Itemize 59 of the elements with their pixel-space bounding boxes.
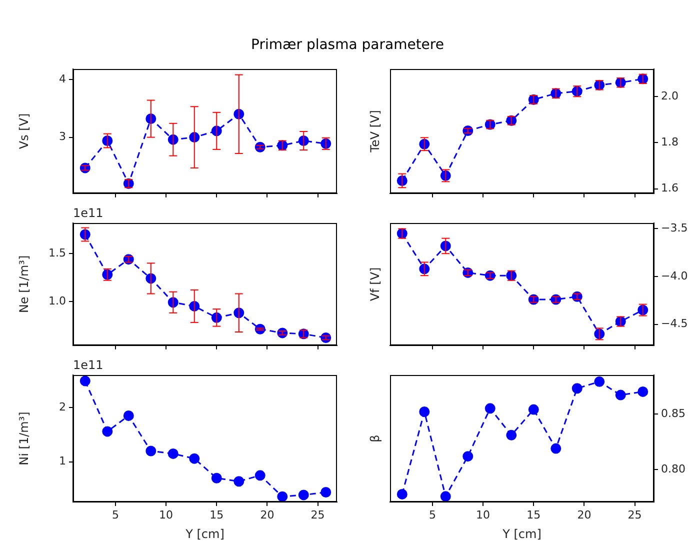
y-axis-title: TeV [V]	[368, 110, 382, 154]
y-tick-label: 2.0	[661, 90, 678, 103]
point	[168, 448, 178, 459]
x-tick-label: 15	[210, 508, 224, 522]
y-tick-label: 1.5	[48, 246, 66, 260]
point	[615, 390, 626, 400]
point	[320, 486, 332, 498]
y-axis-title: β	[368, 434, 382, 442]
point	[146, 446, 156, 456]
point	[277, 491, 288, 502]
y-tick-label: −4.5	[661, 317, 688, 330]
point	[234, 476, 244, 487]
point	[80, 376, 90, 386]
x-tick-label: 20	[260, 508, 274, 522]
y-tick-label: −4.0	[661, 269, 688, 282]
y-tick-label: 1	[59, 454, 66, 468]
point	[396, 488, 408, 500]
y-tick-label: 1.0	[48, 294, 66, 308]
point	[440, 491, 451, 502]
point	[102, 426, 113, 437]
x-tick-label: 25	[628, 508, 642, 522]
y-axis-title: Vs [V]	[17, 113, 32, 150]
chart-title: Primær plasma parametere	[250, 37, 445, 53]
y-tick-label: 0.80	[661, 462, 686, 476]
point	[211, 472, 222, 484]
point	[528, 404, 539, 415]
x-axis-title: Y [cm]	[184, 526, 224, 541]
y-tick-label: 1.8	[661, 136, 678, 149]
x-axis-title: Y [cm]	[502, 526, 542, 541]
point	[484, 403, 496, 414]
y-tick-label: 4	[59, 72, 66, 86]
text: 1e11	[73, 206, 104, 220]
x-tick-label: 5	[112, 508, 119, 522]
point	[419, 406, 430, 418]
text: 1e11	[73, 358, 104, 372]
x-tick-label: 10	[476, 508, 490, 522]
y-axis-title: Vf [V]	[368, 267, 382, 302]
point	[572, 383, 582, 394]
y-tick-label: 0.85	[661, 406, 686, 420]
y-tick-label: 1.6	[661, 182, 678, 195]
point	[506, 430, 517, 440]
point	[550, 443, 562, 454]
y-tick-label: 2	[59, 400, 66, 414]
point	[189, 453, 200, 464]
x-tick-label: 20	[577, 508, 592, 522]
x-tick-label: 25	[310, 508, 325, 522]
point	[594, 376, 605, 387]
point	[298, 490, 309, 500]
y-axis-title: Ne [1/m³]	[17, 255, 32, 314]
point	[254, 470, 266, 481]
x-tick-label: 15	[526, 508, 541, 522]
point	[638, 386, 648, 397]
y-tick-label: 3	[59, 130, 66, 144]
y-axis-title: Ni [1/m³]	[17, 412, 32, 466]
x-tick-label: 5	[428, 508, 436, 522]
x-tick-label: 10	[159, 508, 174, 522]
point	[123, 410, 134, 421]
point	[462, 451, 474, 462]
y-tick-label: −3.5	[661, 222, 688, 235]
